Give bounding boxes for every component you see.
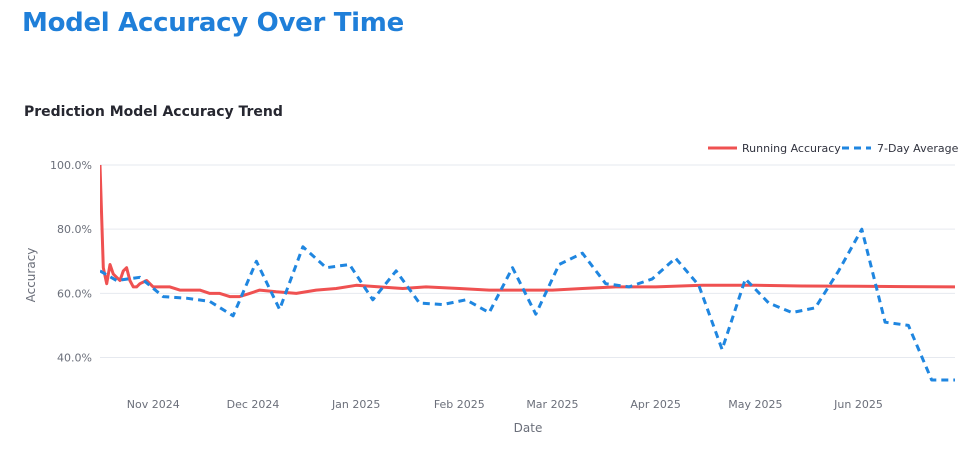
y-tick-label: 100.0%	[50, 159, 92, 172]
legend-label-running: Running Accuracy	[742, 142, 841, 155]
running-accuracy-line	[100, 164, 955, 299]
series-group	[100, 164, 955, 382]
y-axis-label: Accuracy	[24, 248, 38, 303]
x-tick-label: Dec 2024	[227, 398, 280, 411]
y-tick-label: 60.0%	[57, 287, 92, 300]
chart-title: Prediction Model Accuracy Trend	[24, 104, 283, 120]
x-tick-label: Mar 2025	[526, 398, 578, 411]
page-title: Model Accuracy Over Time	[22, 8, 404, 38]
x-tick-label: Apr 2025	[630, 398, 681, 411]
seven-day-average-line	[100, 227, 955, 382]
y-tick-label: 40.0%	[57, 352, 92, 365]
x-tick-label: May 2025	[728, 398, 782, 411]
x-tick-label: Jan 2025	[331, 398, 380, 411]
legend-label-average: 7-Day Average	[877, 142, 959, 155]
y-axis-ticks: 40.0% 60.0% 80.0% 100.0%	[50, 159, 92, 365]
x-tick-label: Jun 2025	[833, 398, 883, 411]
grid	[100, 164, 955, 359]
legend: Running Accuracy 7-Day Average	[708, 142, 959, 155]
y-tick-label: 80.0%	[57, 223, 92, 236]
x-axis-label: Date	[514, 421, 543, 435]
x-tick-label: Feb 2025	[434, 398, 485, 411]
x-axis-ticks: Nov 2024 Dec 2024 Jan 2025 Feb 2025 Mar 2025…	[127, 398, 883, 411]
x-tick-label: Nov 2024	[127, 398, 180, 411]
